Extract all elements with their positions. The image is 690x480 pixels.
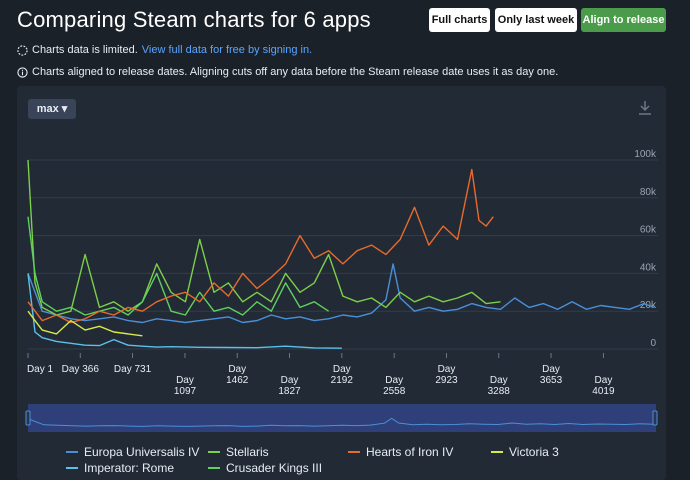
series-line-crusader-kings-iii[interactable] — [27, 216, 329, 316]
legend-item-crusader-kings-iii[interactable]: Crusader Kings III — [208, 461, 322, 475]
dashed-circle-icon — [17, 44, 28, 56]
y-tick-label: 80k — [640, 187, 657, 198]
x-tick-label: Day 3653 — [540, 364, 563, 386]
legend-item-stellaris[interactable]: Stellaris — [208, 445, 269, 459]
x-tick-label: Day 3288 — [488, 375, 511, 397]
x-tick-label: Day 2558 — [383, 375, 406, 397]
legend-swatch — [348, 451, 360, 453]
align-to-release-button[interactable]: Align to release — [581, 8, 666, 32]
series-line-hearts-of-iron-iv[interactable] — [27, 168, 494, 324]
x-tick-label: Day 4019 — [592, 375, 615, 397]
navigator-handle-left[interactable] — [25, 410, 31, 426]
aligned-text: Charts aligned to release dates. Alignin… — [32, 66, 559, 78]
series-line-victoria-3[interactable] — [27, 310, 143, 337]
legend-swatch — [208, 451, 220, 453]
x-tick-label: Day 366 — [62, 364, 100, 375]
navigator-background[interactable] — [28, 404, 656, 432]
full-charts-button[interactable]: Full charts — [429, 8, 490, 32]
legend-item-victoria-3[interactable]: Victoria 3 — [491, 445, 559, 459]
series-line-europa-universalis-iv[interactable] — [27, 263, 655, 324]
legend-swatch — [66, 451, 78, 453]
legend-label: Imperator: Rome — [84, 461, 175, 475]
series-line-stellaris[interactable] — [27, 159, 501, 316]
info-icon — [17, 66, 28, 78]
legend-label: Stellaris — [226, 445, 269, 459]
legend-label: Crusader Kings III — [226, 461, 323, 475]
y-tick-label: 0 — [650, 338, 656, 349]
legend-item-hearts-of-iron-iv[interactable]: Hearts of Iron IV — [348, 445, 453, 459]
y-tick-label: 100k — [634, 149, 657, 160]
range-select[interactable]: max ▾ — [28, 99, 76, 119]
legend-label: Europa Universalis IV — [84, 445, 200, 459]
x-tick-label: Day 1097 — [174, 375, 197, 397]
x-tick-label: Day 731 — [114, 364, 152, 375]
legend-label: Hearts of Iron IV — [366, 445, 454, 459]
aligned-notice: Charts aligned to release dates. Alignin… — [17, 66, 558, 78]
sign-in-link[interactable]: View full data for free by signing in. — [141, 44, 313, 56]
legend-label: Victoria 3 — [509, 445, 559, 459]
x-tick-label: Day 1 — [27, 364, 54, 375]
limited-text: Charts data is limited. — [32, 44, 138, 56]
download-icon[interactable] — [638, 100, 652, 116]
legend-swatch — [66, 467, 78, 469]
x-tick-label: Day 2923 — [435, 364, 458, 386]
navigator-line — [29, 417, 655, 427]
x-tick-label: Day 1462 — [226, 364, 249, 386]
navigator-handle-right[interactable] — [652, 410, 658, 426]
page-title: Comparing Steam charts for 6 apps — [17, 7, 371, 32]
y-tick-label: 40k — [640, 262, 657, 273]
legend-item-imperator-rome[interactable]: Imperator: Rome — [66, 461, 174, 475]
only-last-week-button[interactable]: Only last week — [495, 8, 577, 32]
x-tick-label: Day 1827 — [278, 375, 301, 397]
limited-notice: Charts data is limited. View full data f… — [17, 44, 312, 56]
series-line-imperator-rome[interactable] — [27, 273, 342, 349]
y-tick-label: 60k — [640, 225, 657, 236]
legend-swatch — [491, 451, 503, 453]
legend-item-europa-universalis-iv[interactable]: Europa Universalis IV — [66, 445, 199, 459]
legend-swatch — [208, 467, 220, 469]
x-tick-label: Day 2192 — [331, 364, 354, 386]
